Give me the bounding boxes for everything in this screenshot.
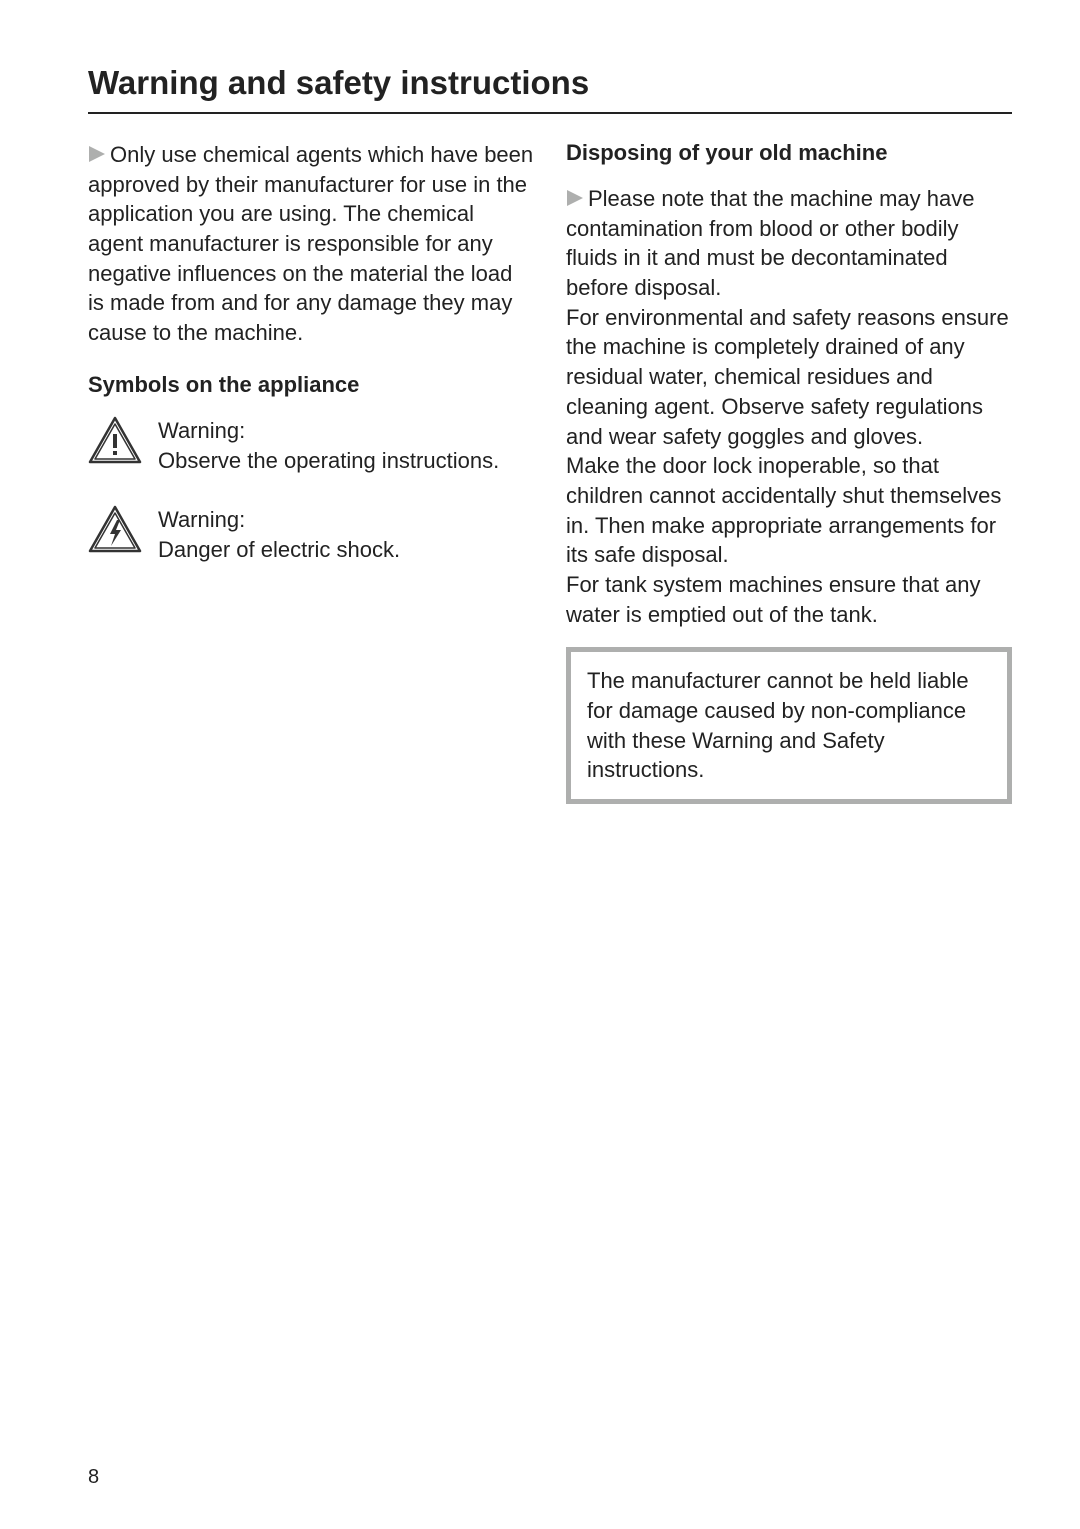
electric-shock-icon bbox=[88, 505, 142, 564]
symbol2-line2: Danger of electric shock. bbox=[158, 537, 400, 562]
right-p1: Please note that the machine may have co… bbox=[566, 186, 974, 300]
left-paragraph-1-text: Only use chemical agents which have been… bbox=[88, 142, 533, 345]
page-title: Warning and safety instructions bbox=[88, 64, 1012, 102]
right-p2: For environmental and safety reasons ens… bbox=[566, 305, 1009, 449]
left-subhead: Symbols on the appliance bbox=[88, 372, 534, 398]
symbol2-line1: Warning: bbox=[158, 507, 245, 532]
symbol-warning-text: Warning: Observe the operating instructi… bbox=[158, 416, 499, 475]
symbol-row-shock: Warning: Danger of electric shock. bbox=[88, 505, 534, 564]
title-divider bbox=[88, 112, 1012, 114]
note-text: The manufacturer cannot be held liable f… bbox=[587, 668, 969, 782]
liability-note-box: The manufacturer cannot be held liable f… bbox=[566, 647, 1012, 804]
symbol1-line1: Warning: bbox=[158, 418, 245, 443]
symbol-row-warning: Warning: Observe the operating instructi… bbox=[88, 416, 534, 475]
symbol-shock-text: Warning: Danger of electric shock. bbox=[158, 505, 400, 564]
right-column: Disposing of your old machine Please not… bbox=[566, 140, 1012, 804]
right-p3: Make the door lock inoperable, so that c… bbox=[566, 453, 1001, 567]
right-p4: For tank system machines ensure that any… bbox=[566, 572, 981, 627]
two-column-layout: Only use chemical agents which have been… bbox=[88, 140, 1012, 804]
triangle-bullet-icon bbox=[88, 141, 106, 171]
left-paragraph-1: Only use chemical agents which have been… bbox=[88, 140, 534, 348]
right-subhead: Disposing of your old machine bbox=[566, 140, 1012, 166]
warning-triangle-icon bbox=[88, 416, 142, 475]
right-body: Please note that the machine may have co… bbox=[566, 184, 1012, 629]
symbol1-line2: Observe the operating instructions. bbox=[158, 448, 499, 473]
page-number: 8 bbox=[88, 1466, 99, 1489]
triangle-bullet-icon bbox=[566, 185, 584, 215]
left-column: Only use chemical agents which have been… bbox=[88, 140, 534, 804]
